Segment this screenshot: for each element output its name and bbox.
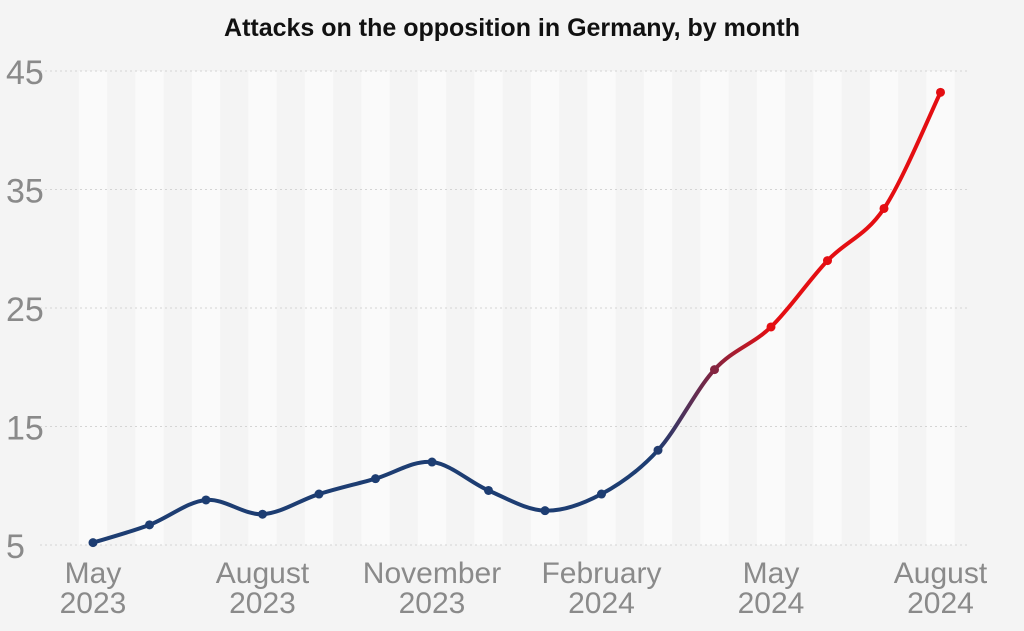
data-point bbox=[879, 203, 889, 213]
background-band bbox=[135, 71, 164, 545]
x-tick-label: November 2023 bbox=[363, 557, 501, 620]
x-tick-label: February 2024 bbox=[541, 557, 661, 620]
data-point bbox=[597, 489, 606, 499]
background-band bbox=[643, 71, 673, 545]
background-band bbox=[304, 71, 334, 545]
data-point bbox=[484, 485, 493, 495]
data-point bbox=[88, 538, 98, 548]
data-point bbox=[201, 495, 211, 505]
data-point bbox=[823, 256, 832, 266]
y-tick-label: 35 bbox=[6, 173, 44, 211]
x-axis-ticks: May 2023 August 2023 November 2023 February 202… bbox=[60, 557, 988, 620]
y-tick-label: 45 bbox=[6, 54, 44, 92]
data-point bbox=[653, 445, 663, 455]
data-point bbox=[314, 489, 324, 499]
data-point bbox=[936, 87, 945, 97]
background-band bbox=[813, 71, 842, 545]
background-band bbox=[700, 71, 729, 545]
y-axis-ticks: 5 15 25 35 45 bbox=[6, 54, 44, 566]
data-point bbox=[540, 506, 550, 516]
y-tick-label: 5 bbox=[6, 528, 25, 566]
data-point bbox=[710, 365, 719, 375]
data-point bbox=[766, 322, 776, 332]
x-tick-label: May 2023 bbox=[60, 557, 127, 620]
x-tick-label: August 2024 bbox=[894, 557, 988, 620]
data-point bbox=[145, 520, 154, 530]
background-band bbox=[248, 71, 277, 545]
data-point bbox=[258, 509, 267, 519]
data-point bbox=[371, 474, 380, 484]
y-tick-label: 25 bbox=[6, 291, 44, 329]
y-tick-label: 15 bbox=[6, 410, 44, 448]
data-point bbox=[427, 457, 437, 467]
background-band bbox=[474, 71, 503, 545]
x-tick-label: August 2023 bbox=[216, 557, 310, 620]
x-tick-label: May 2024 bbox=[738, 557, 805, 620]
data-points bbox=[88, 87, 945, 548]
background-band bbox=[869, 71, 899, 545]
chart-title: Attacks on the opposition in Germany, by… bbox=[224, 14, 800, 42]
background-band bbox=[78, 71, 108, 545]
